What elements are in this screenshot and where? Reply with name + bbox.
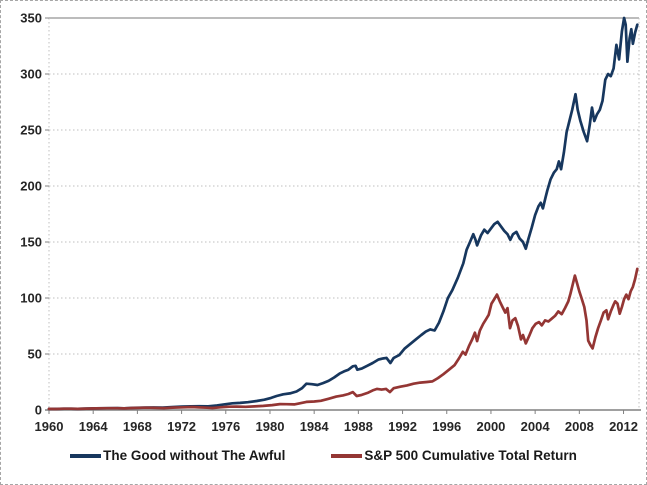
x-tick-label: 2008 — [565, 419, 594, 434]
x-tick-label: 1984 — [300, 419, 330, 434]
y-tick-label: 50 — [28, 347, 42, 362]
x-tick-label: 2000 — [476, 419, 505, 434]
y-tick-label: 0 — [35, 403, 42, 418]
chart-legend: The Good without The Awful S&P 500 Cumul… — [1, 448, 646, 463]
x-tick-label: 1976 — [211, 419, 240, 434]
y-tick-label: 200 — [20, 179, 42, 194]
series-line-good-without-awful — [47, 16, 639, 411]
line-chart: 0 50 100 150 200 250 300 350 1960 1964 1968 1972 197… — [20, 11, 641, 434]
y-tick-label: 150 — [20, 235, 42, 250]
legend-label-sp500: S&P 500 Cumulative Total Return — [364, 448, 577, 463]
x-tick-label: 1996 — [432, 419, 461, 434]
series-line-sp500-total-return — [47, 267, 639, 411]
legend-swatch-sp500-line — [331, 453, 363, 458]
x-tick-label: 2004 — [521, 419, 551, 434]
x-tick-label: 1988 — [344, 419, 373, 434]
legend-item-good: The Good without The Awful — [70, 448, 285, 463]
legend-label-good: The Good without The Awful — [103, 448, 286, 463]
y-tick-label: 300 — [20, 67, 42, 82]
x-tick-label: 1972 — [167, 419, 196, 434]
x-tick-label: 1964 — [79, 419, 109, 434]
legend-item-sp500: S&P 500 Cumulative Total Return — [331, 448, 577, 463]
y-tick-label: 100 — [20, 291, 42, 306]
y-tick-label: 350 — [20, 11, 42, 26]
legend-swatch-good-line — [70, 453, 102, 458]
x-tick-label: 1980 — [256, 419, 285, 434]
x-tick-label: 1960 — [35, 419, 64, 434]
y-tick-label: 250 — [20, 123, 42, 138]
x-tick-label: 1992 — [388, 419, 417, 434]
x-tick-label: 1968 — [123, 419, 152, 434]
x-tick-label: 2012 — [609, 419, 638, 434]
